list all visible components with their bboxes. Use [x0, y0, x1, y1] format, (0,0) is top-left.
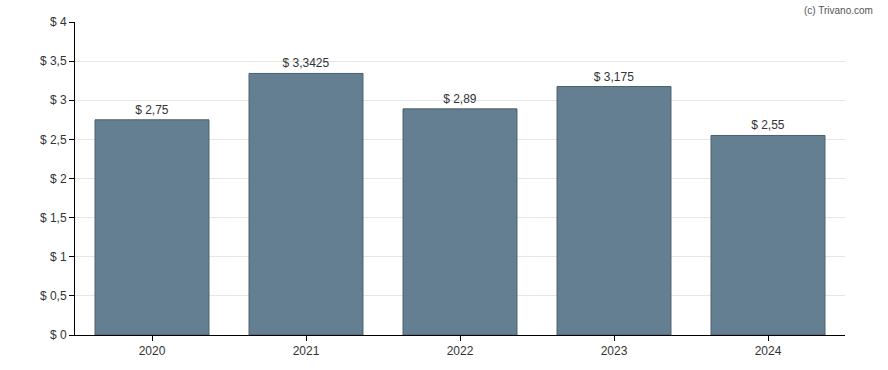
svg-text:(c) Trivano.com: (c) Trivano.com: [804, 5, 873, 16]
svg-text:$ 1,5: $ 1,5: [40, 211, 67, 225]
svg-text:2023: 2023: [601, 344, 628, 358]
svg-text:$ 2: $ 2: [50, 172, 67, 186]
svg-text:2022: 2022: [447, 344, 474, 358]
svg-text:$ 4: $ 4: [50, 15, 67, 29]
svg-text:2020: 2020: [139, 344, 166, 358]
svg-text:$ 3,175: $ 3,175: [594, 70, 634, 84]
svg-text:$ 0: $ 0: [50, 328, 67, 342]
svg-text:$ 3,5: $ 3,5: [40, 54, 67, 68]
svg-text:$ 3: $ 3: [50, 93, 67, 107]
svg-text:$ 1: $ 1: [50, 250, 67, 264]
svg-text:2021: 2021: [293, 344, 320, 358]
svg-text:$ 3,3425: $ 3,3425: [282, 56, 329, 70]
svg-text:2024: 2024: [755, 344, 782, 358]
svg-text:$ 2,55: $ 2,55: [751, 118, 785, 132]
svg-text:$ 2,75: $ 2,75: [135, 103, 169, 117]
svg-text:$ 2,5: $ 2,5: [40, 133, 67, 147]
svg-text:$ 2,89: $ 2,89: [443, 92, 477, 106]
svg-text:$ 0,5: $ 0,5: [40, 289, 67, 303]
